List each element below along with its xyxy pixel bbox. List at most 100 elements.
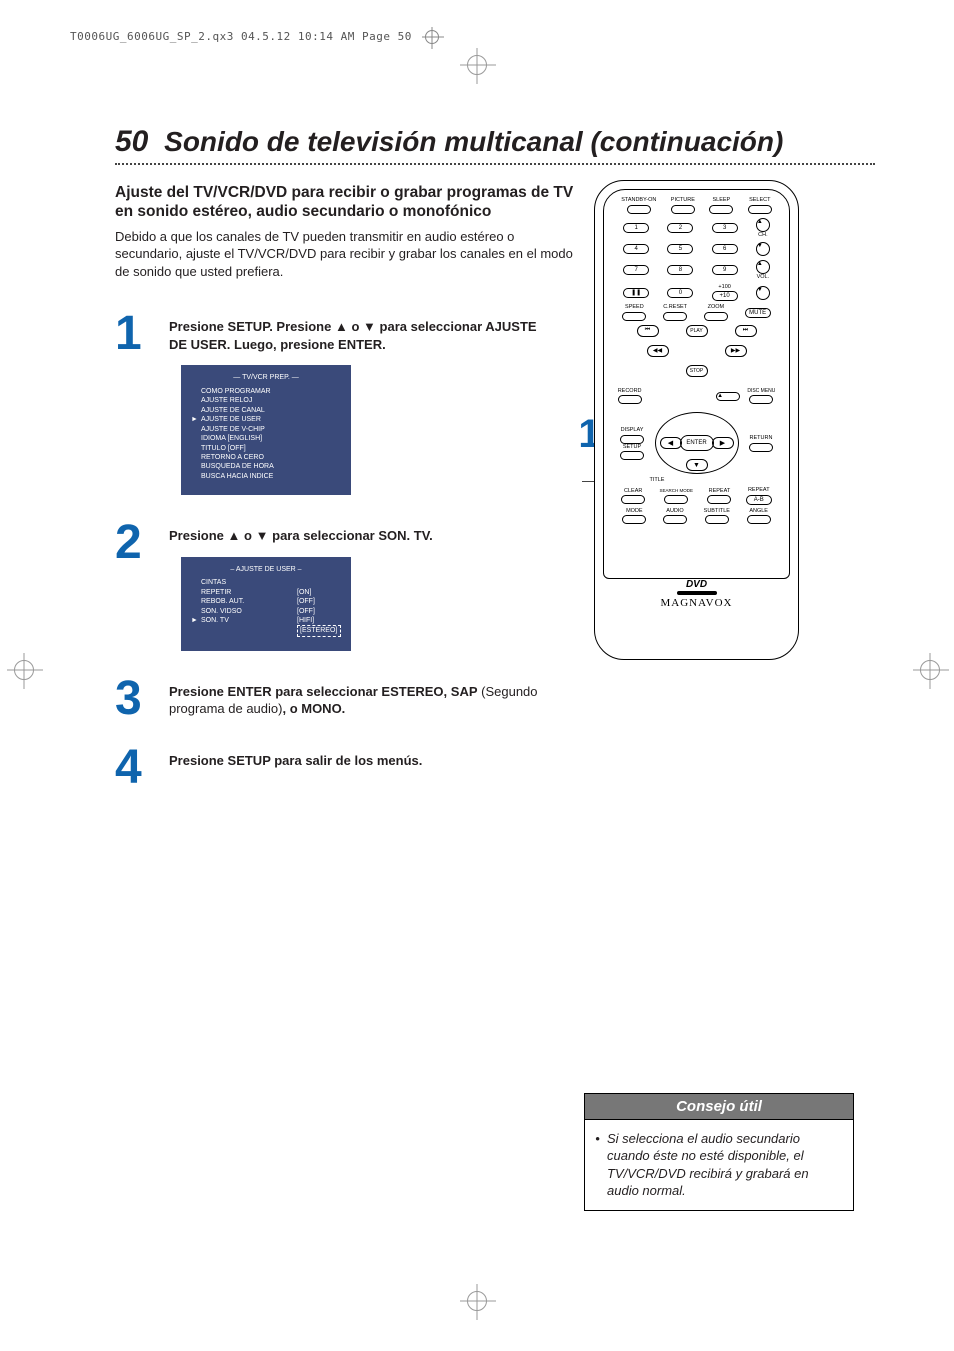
remote-row-top-labels: STANDBY-ON PICTURE SLEEP SELECT [614,198,779,214]
osd-row: RETORNO A CERO [191,453,341,462]
setup-button[interactable] [620,451,644,460]
skip-next-button[interactable]: ⏭ [735,325,757,337]
record-button[interactable] [618,395,642,404]
step-2-instruction: Presione ▲ o ▼ para seleccionar SON. TV. [169,527,549,545]
clear-button[interactable] [621,495,645,504]
consejo-item: Si selecciona el audio secundario cuando… [607,1130,839,1200]
num-5-button[interactable]: 5 [667,244,693,254]
ffwd-button[interactable]: ▶▶ [725,345,747,357]
osd-row: ►SON. TV[HIFI] [191,616,341,625]
osd1-title: — TV/VCR PREP. — [191,373,341,382]
creset-button[interactable] [663,312,687,321]
osd-row: AJUSTE DE CANAL [191,406,341,415]
disc-menu-button[interactable] [749,395,773,404]
section-heading: Ajuste del TV/VCR/DVD para recibir o gra… [115,183,575,222]
enter-button[interactable]: ENTER [680,435,714,451]
num-6-button[interactable]: 6 [712,244,738,254]
num-8-button[interactable]: 8 [667,265,693,275]
osd-row: BUSQUEDA DE HORA [191,462,341,471]
registration-mark-bottom [467,1291,487,1311]
vol-down-button[interactable]: ▼ [756,286,770,300]
osd-row: SON. VIDSO[OFF] [191,607,341,616]
skip-prev-button[interactable]: ⏮ [637,325,659,337]
osd-row: ►AJUSTE DE USER [191,415,341,424]
osd-row: AJUSTE DE V-CHIP [191,425,341,434]
num-9-button[interactable]: 9 [712,265,738,275]
brand-text: MAGNAVOX [661,597,733,609]
standby-button[interactable] [627,205,651,214]
registration-mark-right [920,660,940,680]
title-text: Sonido de televisión multicanal (continu… [164,126,783,157]
page-number: 50 [115,125,148,158]
num-1-button[interactable]: 1 [623,223,649,233]
repeat-button[interactable] [707,495,731,504]
dvd-logo: DVD [595,579,798,595]
ch-down-button[interactable]: ▼ [756,242,770,256]
ch-up-button[interactable]: ▲ [756,218,770,232]
plus10-button[interactable]: +10 [712,291,738,301]
osd-row: BUSCA HACIA INDICE [191,472,341,481]
registration-mark-left [14,660,34,680]
search-mode-button[interactable] [664,495,688,504]
num-7-button[interactable]: 7 [623,265,649,275]
title-divider [115,163,875,165]
step-4-number: 4 [115,746,163,789]
pause-button[interactable]: ❚❚ [623,288,649,298]
sleep-button[interactable] [709,205,733,214]
nav-left-button[interactable]: ◀ [660,437,682,449]
osd2-title: – AJUSTE DE USER – [191,565,341,574]
remote-body: STANDBY-ON PICTURE SLEEP SELECT 1 2 3 ▲C… [594,180,799,660]
speed-button[interactable] [622,312,646,321]
osd-row: REBOB. AUT.[OFF] [191,597,341,606]
nav-right-button[interactable]: ▶ [712,437,734,449]
display-button[interactable] [620,435,644,444]
osd-row: TITULO [OFF] [191,444,341,453]
consejo-util-box: Consejo útil Si selecciona el audio secu… [584,1093,854,1211]
subtitle-button[interactable] [705,515,729,524]
page-title: 50 Sonido de televisión multicanal (cont… [115,125,875,159]
playback-cluster: ⏮ PLAY ⏭ ◀◀ ▶▶ STOP [637,325,757,383]
osd-row: REPETIR[ON] [191,588,341,597]
select-button[interactable] [748,205,772,214]
osd-row: CINTAS [191,578,341,587]
down-triangle-icon: ▼ [256,528,269,543]
num-0-button[interactable]: 0 [667,288,693,298]
step-1-instruction: Presione SETUP. Presione ▲ o ▼ para sele… [169,318,549,353]
picture-button[interactable] [671,205,695,214]
osd-row: [ESTEREO] [191,625,341,636]
intro-paragraph: Debido a que los canales de TV pueden tr… [115,228,575,281]
num-2-button[interactable]: 2 [667,223,693,233]
return-button[interactable] [749,443,773,452]
stop-button[interactable]: STOP [686,365,708,377]
num-3-button[interactable]: 3 [712,223,738,233]
step-3-instruction: Presione ENTER para seleccionar ESTEREO,… [169,683,549,718]
intro-section: Ajuste del TV/VCR/DVD para recibir o gra… [115,183,575,280]
zoom-button[interactable] [704,312,728,321]
registration-icon [425,30,439,44]
nav-down-button[interactable]: ▼ [686,459,708,471]
down-triangle-icon: ▼ [363,319,376,334]
rewind-button[interactable]: ◀◀ [647,345,669,357]
header-text: T0006UG_6006UG_SP_2.qx3 04.5.12 10:14 AM… [70,30,412,43]
play-button[interactable]: PLAY [686,325,708,337]
nav-up-button[interactable]: ▲ [716,392,740,401]
remote-illustration: 1-3 1,4 STANDBY-ON PICTURE SLEEP SELECT … [594,180,854,660]
osd-row: COMO PROGRAMAR [191,387,341,396]
step-2-number: 2 [115,521,163,564]
print-header: T0006UG_6006UG_SP_2.qx3 04.5.12 10:14 AM… [70,30,439,44]
nav-dpad: ◀ ENTER ▶ ▼ TITLE [655,412,739,474]
mode-button[interactable] [622,515,646,524]
mute-button[interactable]: MUTE [745,308,771,318]
audio-button[interactable] [663,515,687,524]
consejo-title: Consejo útil [584,1093,854,1120]
step-4-instruction: Presione SETUP para salir de los menús. [169,752,549,770]
repeat-ab-button[interactable]: A-B [746,495,772,505]
step-3: 3 Presione ENTER para seleccionar ESTERE… [115,677,875,720]
num-4-button[interactable]: 4 [623,244,649,254]
step-3-number: 3 [115,677,163,720]
vol-up-button[interactable]: ▲ [756,260,770,274]
osd-row: AJUSTE RELOJ [191,396,341,405]
osd-menu-ajuste-user: – AJUSTE DE USER – CINTASREPETIR[ON]REBO… [181,557,351,651]
consejo-body: Si selecciona el audio secundario cuando… [584,1120,854,1211]
angle-button[interactable] [747,515,771,524]
